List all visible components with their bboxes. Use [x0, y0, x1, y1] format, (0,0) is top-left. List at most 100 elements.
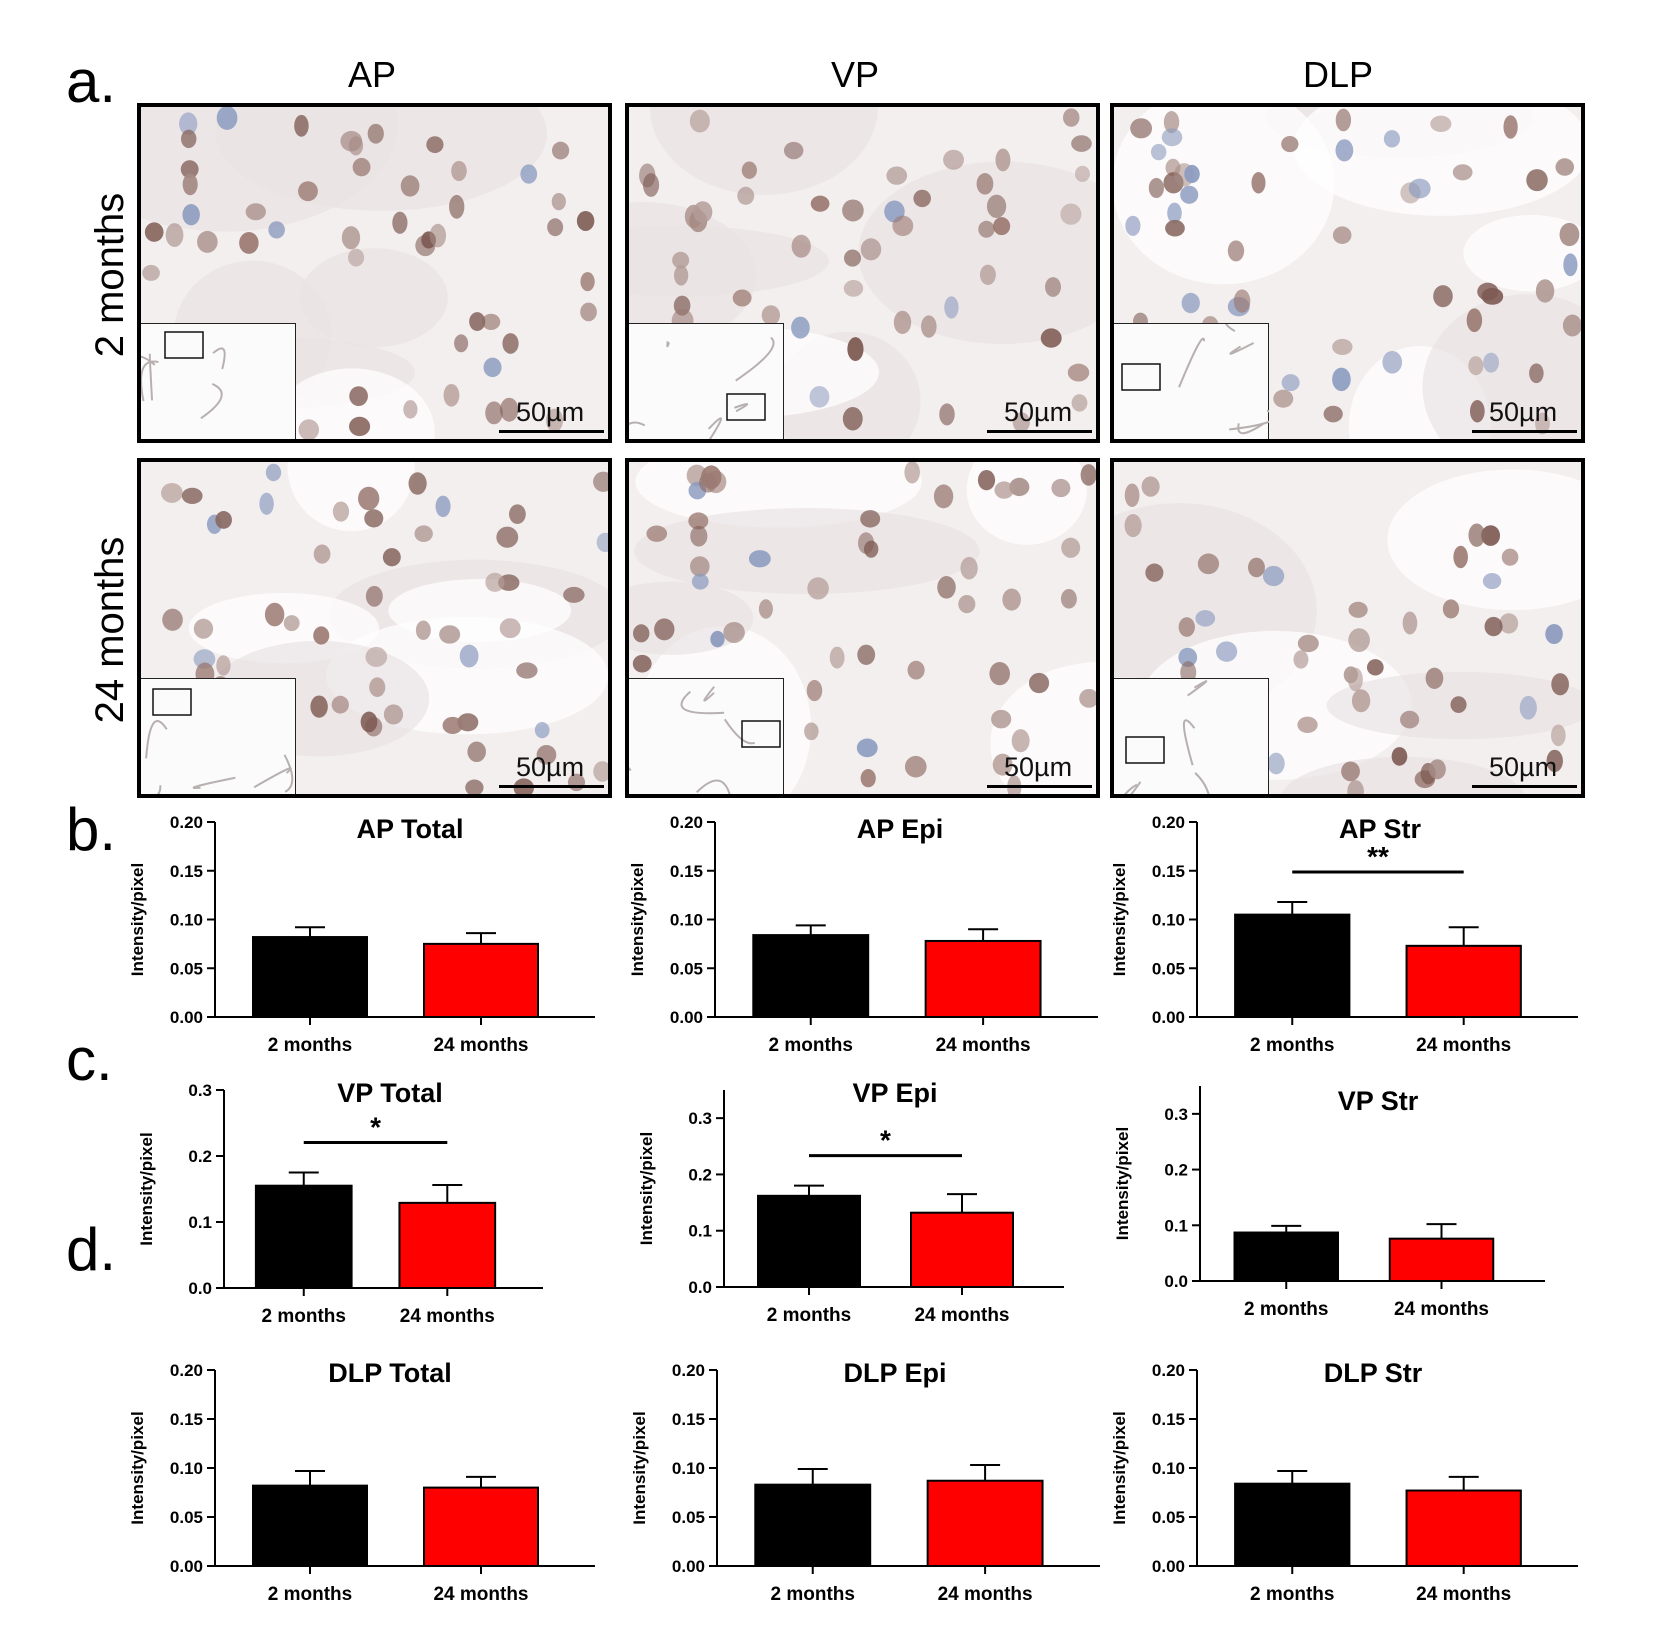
zoom-region-box: [1121, 363, 1161, 391]
nucleus: [294, 114, 309, 137]
nucleus: [1466, 308, 1483, 333]
gland-outline: [192, 776, 236, 789]
gland-outline: [1229, 342, 1255, 355]
nucleus: [442, 716, 463, 735]
nucleus: [341, 226, 361, 250]
x-tick-label: 2 months: [1250, 1584, 1334, 1605]
x-tick-label: 24 months: [433, 1584, 528, 1605]
nucleus: [593, 761, 608, 782]
y-tick-label: 0.10: [672, 1459, 705, 1478]
y-tick-label: 0.20: [170, 1361, 203, 1380]
x-tick-label: 24 months: [938, 1584, 1033, 1605]
y-axis-label: Intensity/pixel: [628, 863, 647, 976]
nucleus: [245, 203, 266, 221]
y-tick-label: 0.15: [170, 1410, 203, 1429]
bar-24-months: [423, 942, 539, 1018]
nucleus: [723, 621, 745, 644]
nucleus: [1267, 752, 1285, 775]
stroma-patch: [1463, 215, 1581, 292]
nucleus: [1383, 130, 1401, 148]
nucleus: [843, 249, 862, 267]
bar-24-months: [924, 939, 1042, 1019]
nucleus: [1323, 405, 1343, 423]
nucleus: [1262, 565, 1285, 587]
y-tick-label: 0.20: [170, 813, 203, 832]
gland-outline: [156, 785, 162, 794]
nucleus: [1074, 165, 1090, 182]
bar-24-months: [910, 1211, 1014, 1289]
y-tick-label: 0.20: [670, 813, 703, 832]
nucleus: [690, 556, 710, 577]
gland-outline: [212, 347, 226, 370]
gland-outline: [703, 686, 715, 702]
nucleus: [809, 385, 830, 408]
nucleus: [857, 644, 876, 665]
gland-outline: [1182, 719, 1196, 766]
nucleus: [216, 107, 238, 130]
nucleus: [1227, 240, 1245, 262]
nucleus: [392, 211, 408, 234]
nucleus: [860, 510, 881, 528]
nucleus: [1468, 523, 1486, 547]
stroma-patch: [990, 662, 1096, 794]
nucleus: [807, 577, 829, 600]
y-tick-label: 0.3: [188, 1081, 212, 1100]
nucleus: [1124, 483, 1140, 508]
scale-bar: [1472, 430, 1577, 433]
nucleus: [500, 397, 519, 422]
nucleus: [1563, 253, 1578, 277]
chart-title: VP Total: [337, 1078, 443, 1108]
nucleus: [415, 620, 431, 641]
nucleus: [943, 149, 964, 170]
nucleus: [1251, 172, 1266, 194]
nucleus: [1125, 215, 1141, 236]
nucleus: [142, 264, 160, 281]
x-tick-label: 24 months: [1416, 1584, 1511, 1605]
nucleus: [367, 123, 384, 144]
nucleus: [1297, 716, 1318, 734]
nucleus: [457, 713, 479, 732]
y-tick-label: 0.1: [1164, 1216, 1188, 1235]
bar-2-months: [1234, 1482, 1351, 1568]
y-tick-label: 0.15: [670, 862, 703, 881]
bar-24-months: [1405, 944, 1522, 1019]
scale-bar-label: 50µm: [1004, 397, 1073, 427]
overview-inset: [629, 678, 784, 794]
nucleus: [179, 112, 198, 136]
nucleus: [449, 194, 465, 219]
nucleus: [937, 576, 956, 599]
nucleus: [283, 615, 300, 632]
y-tick-label: 0.05: [672, 1508, 705, 1527]
scale-bar: [499, 785, 604, 788]
gland-outline: [1237, 422, 1265, 435]
nucleus: [268, 221, 285, 239]
tissue-texture: [161, 462, 608, 794]
y-tick-label: 0.0: [688, 1278, 712, 1297]
nucleus: [313, 626, 330, 645]
y-tick-label: 0.10: [1152, 1459, 1185, 1478]
gland-outline: [253, 767, 292, 789]
y-tick-label: 0.05: [1152, 1508, 1185, 1527]
nucleus: [426, 136, 444, 154]
nucleus: [1348, 628, 1370, 653]
nucleus: [365, 585, 383, 607]
nucleus: [1161, 128, 1183, 147]
nucleus: [783, 141, 804, 160]
nucleus: [364, 509, 384, 528]
nucleus: [1477, 282, 1499, 301]
nucleus: [563, 586, 585, 603]
scale-bar: [987, 430, 1092, 433]
nucleus: [483, 357, 502, 378]
chart-title: VP Str: [1338, 1086, 1419, 1116]
bar-2-months: [252, 936, 368, 1018]
nucleus: [165, 223, 184, 248]
nucleus: [978, 220, 995, 238]
overview-inset: [629, 323, 784, 439]
nucleus: [1060, 203, 1082, 225]
nucleus: [485, 401, 503, 425]
y-tick-label: 0.15: [1152, 1410, 1185, 1429]
y-tick-label: 0.20: [1152, 1361, 1185, 1380]
bar-24-months: [423, 1486, 539, 1567]
nucleus: [576, 210, 595, 231]
overview-inset: [141, 323, 296, 439]
